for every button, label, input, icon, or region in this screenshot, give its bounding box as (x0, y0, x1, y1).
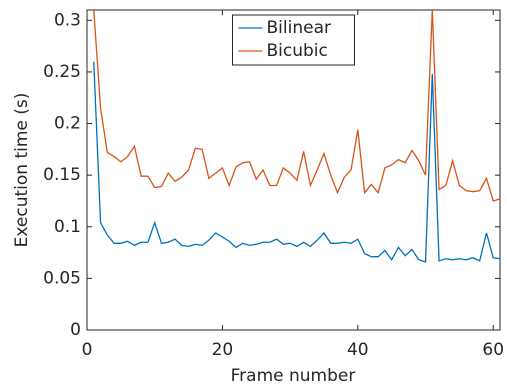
legend-box (232, 14, 355, 66)
y-tick-label: 0.1 (54, 217, 81, 237)
y-axis-label: Execution time (s) (12, 93, 32, 248)
y-tick-label: 0.15 (43, 165, 81, 185)
x-tick-label: 60 (482, 340, 504, 360)
x-tick-label: 20 (212, 340, 234, 360)
series-line (93, 61, 500, 263)
series-line (93, 10, 500, 202)
y-tick-label: 0.2 (54, 114, 81, 134)
legend-label: Bicubic (267, 41, 328, 61)
x-axis-label: Frame number (231, 366, 356, 386)
y-tick-label: 0.3 (54, 10, 81, 30)
x-tick-label: 0 (82, 340, 93, 360)
y-tick-label: 0 (70, 320, 81, 340)
y-tick-label: 0.25 (43, 62, 81, 82)
y-tick-label: 0.05 (43, 268, 81, 288)
legend-label: Bilinear (267, 18, 331, 38)
x-tick-label: 40 (347, 340, 369, 360)
lines (93, 10, 500, 263)
